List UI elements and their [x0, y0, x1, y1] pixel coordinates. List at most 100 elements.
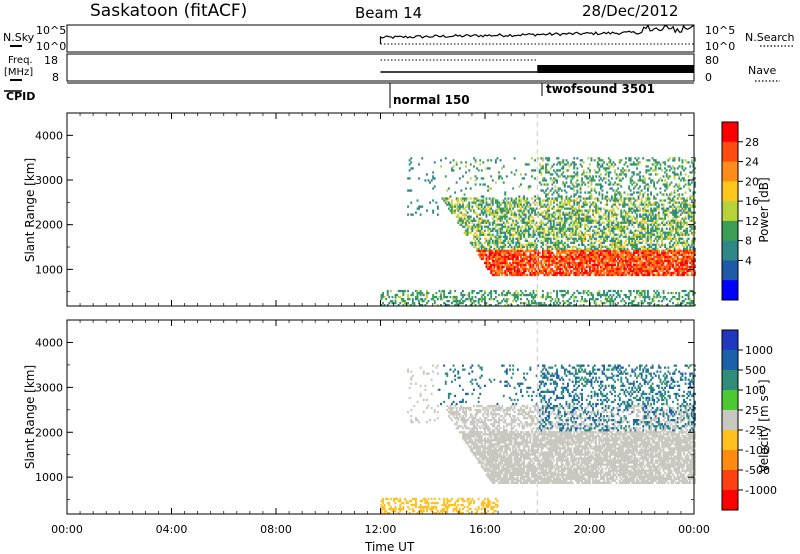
heatmap-cell — [531, 253, 533, 256]
heatmap-cell — [606, 261, 609, 265]
heatmap-cell — [610, 205, 613, 208]
heatmap-cell — [482, 249, 485, 252]
heatmap-cell — [529, 225, 532, 228]
heatmap-cell — [626, 227, 629, 230]
heatmap-cell — [694, 221, 696, 224]
heatmap-cell — [661, 169, 663, 172]
heatmap-cell — [667, 249, 670, 252]
heatmap-cell — [531, 263, 533, 267]
heatmap-cell — [606, 163, 609, 166]
heatmap-cell — [494, 255, 497, 258]
heatmap-cell — [515, 300, 518, 303]
heatmap-cell — [654, 209, 657, 212]
heatmap-cell — [650, 181, 652, 184]
heatmap-cell — [598, 157, 601, 160]
heatmap-cell — [620, 263, 623, 267]
heatmap-cell — [494, 273, 497, 277]
heatmap-cell — [607, 271, 610, 275]
heatmap-cell — [668, 227, 671, 230]
heatmap-cell — [585, 269, 588, 273]
heatmap-cell — [565, 213, 568, 216]
heatmap-cell — [625, 243, 627, 246]
heatmap-cell — [593, 253, 596, 256]
heatmap-cell — [650, 245, 652, 248]
heatmap-cell — [647, 189, 649, 192]
heatmap-cell — [485, 263, 488, 267]
heatmap-cell — [606, 191, 609, 194]
heatmap-cell — [610, 245, 613, 248]
heatmap-cell — [606, 265, 609, 269]
heatmap-cell — [637, 229, 640, 232]
heatmap-cell — [606, 263, 609, 267]
heatmap-cell — [488, 257, 491, 261]
heatmap-cell — [690, 205, 693, 208]
heatmap-cell — [599, 271, 602, 275]
heatmap-cell — [543, 251, 546, 254]
heatmap-cell — [573, 203, 576, 206]
heatmap-cell — [523, 265, 525, 269]
heatmap-cell — [610, 237, 613, 240]
heatmap-cell — [599, 173, 602, 176]
heatmap-cell — [501, 273, 504, 277]
heatmap-cell — [496, 223, 499, 226]
heatmap-cell — [462, 293, 464, 297]
heatmap-cell — [574, 251, 577, 254]
heatmap-cell — [494, 261, 497, 265]
heatmap-cell — [482, 221, 485, 224]
heatmap-cell — [675, 304, 678, 307]
heatmap-cell — [518, 249, 521, 252]
heatmap-cell — [615, 251, 618, 254]
heatmap-cell — [642, 193, 645, 196]
heatmap-cell — [532, 261, 535, 265]
heatmap-cell — [507, 245, 510, 248]
heatmap-cell — [493, 241, 496, 244]
heatmap-cell — [455, 298, 458, 301]
heatmap-cell — [559, 273, 562, 277]
heatmap-cell — [581, 233, 583, 236]
heatmap-cell — [615, 253, 618, 256]
heatmap-cell — [510, 249, 513, 252]
heatmap-cell — [654, 217, 657, 220]
heatmap-cell — [504, 213, 507, 216]
heatmap-cell — [559, 225, 562, 228]
heatmap-cell — [661, 235, 663, 238]
heatmap-cell — [684, 229, 687, 232]
heatmap-cell — [623, 205, 626, 208]
heatmap-cell — [510, 199, 513, 202]
heatmap-cell — [465, 171, 467, 174]
heatmap-cell — [473, 245, 475, 248]
heatmap-cell — [603, 261, 605, 265]
heatmap-cell — [664, 217, 667, 220]
heatmap-cell — [664, 253, 667, 256]
heatmap-cell — [609, 239, 612, 242]
heatmap-cell — [494, 211, 497, 214]
heatmap-cell — [667, 185, 670, 188]
heatmap-cell — [491, 203, 494, 206]
heatmap-cell — [549, 203, 552, 206]
heatmap-cell — [684, 241, 687, 244]
heatmap-cell — [607, 267, 610, 271]
heatmap-cell — [473, 241, 475, 244]
heatmap-cell — [636, 219, 638, 222]
heatmap-cell — [598, 159, 601, 162]
heatmap-cell — [507, 229, 510, 232]
heatmap-cell — [523, 267, 525, 271]
heatmap-cell — [620, 243, 623, 246]
heatmap-cell — [690, 261, 693, 265]
heatmap-cell — [501, 217, 504, 220]
heatmap-cell — [498, 215, 500, 218]
heatmap-cell — [521, 247, 524, 250]
heatmap-cell — [576, 209, 579, 212]
heatmap-cell — [651, 298, 654, 301]
heatmap-cell — [518, 267, 521, 271]
heatmap-cell — [639, 269, 641, 273]
heatmap-cell — [673, 245, 676, 248]
heatmap-cell — [620, 215, 623, 218]
heatmap-cell — [471, 289, 474, 293]
heatmap-cell — [625, 259, 627, 263]
heatmap-cell — [388, 302, 391, 305]
heatmap-cell — [574, 249, 577, 252]
heatmap-cell — [589, 253, 591, 256]
heatmap-cell — [548, 209, 551, 212]
heatmap-cell — [402, 289, 405, 293]
